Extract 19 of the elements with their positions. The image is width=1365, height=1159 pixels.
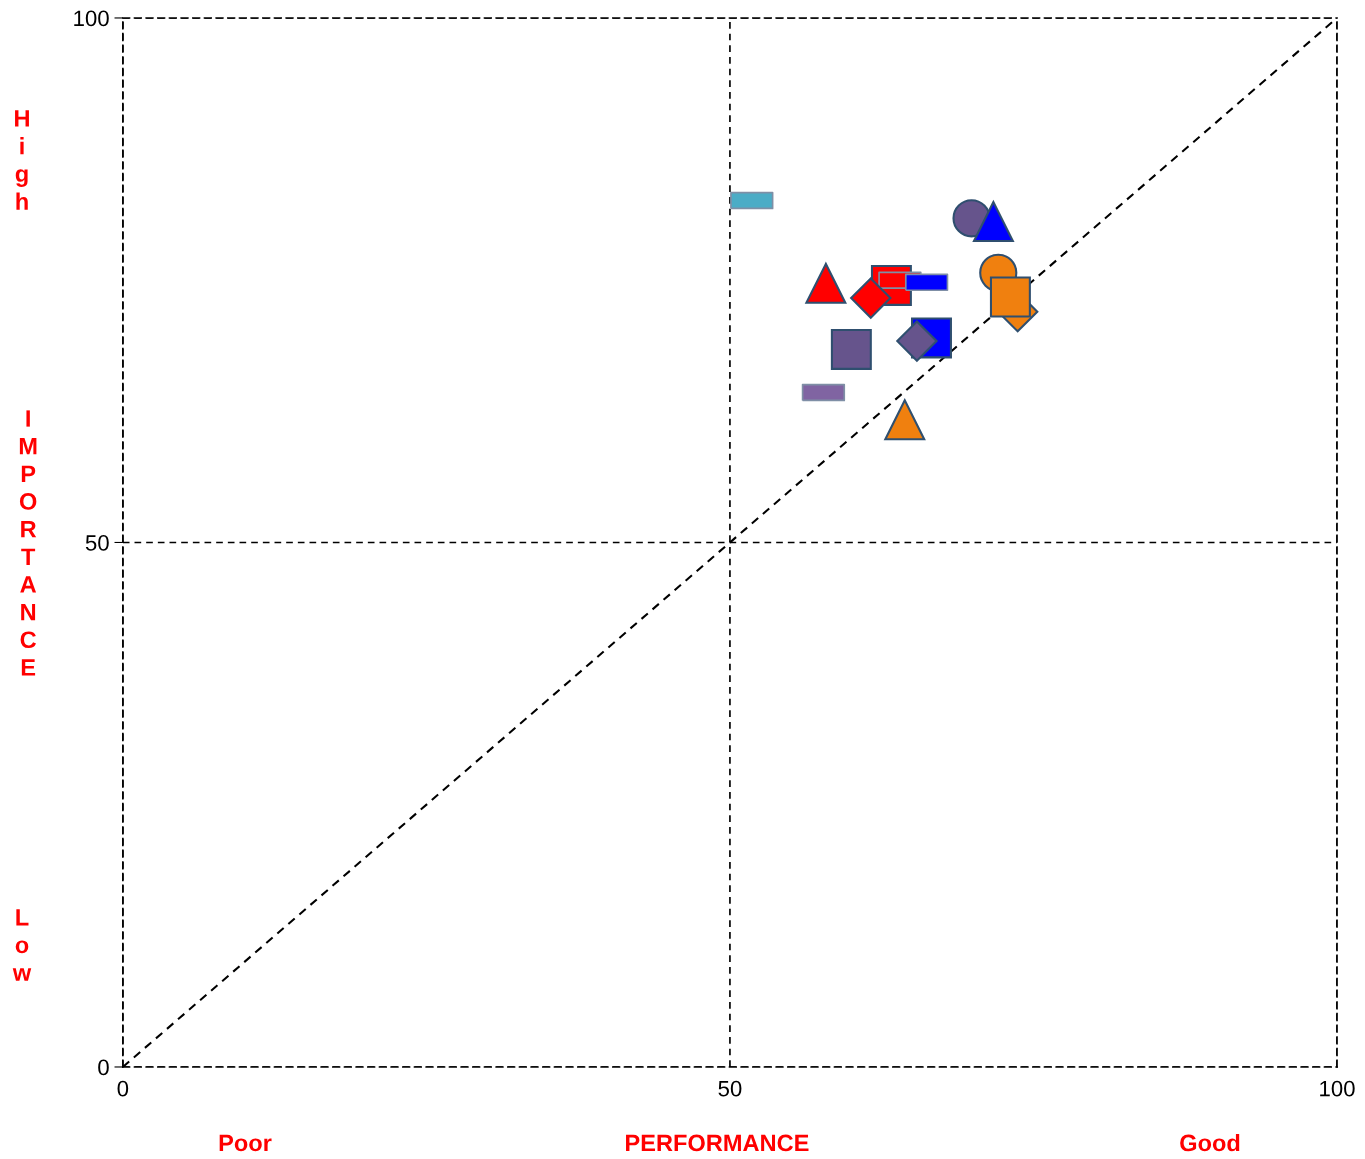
text: Poor xyxy=(219,1134,272,1152)
point xyxy=(830,328,872,370)
point xyxy=(850,277,892,319)
point xyxy=(989,276,1031,318)
point xyxy=(884,399,926,441)
x-axis-title: PERFORMANCE xyxy=(626,1134,809,1152)
y-tick-label: 100 xyxy=(74,10,109,27)
y-tick-label: 0 xyxy=(98,1059,109,1076)
point xyxy=(805,262,847,304)
point xyxy=(896,320,938,362)
text: High xyxy=(15,110,29,210)
y-tick-label: 50 xyxy=(85,535,109,551)
text: IMPORTANCE xyxy=(19,410,37,676)
x-tick-label: 50 xyxy=(718,1080,742,1097)
x-tick-label: 0 xyxy=(117,1080,129,1097)
point xyxy=(972,200,1014,242)
text: Low xyxy=(12,909,32,981)
text: Good xyxy=(1180,1133,1240,1152)
x-tick-label: 100 xyxy=(1320,1080,1355,1097)
